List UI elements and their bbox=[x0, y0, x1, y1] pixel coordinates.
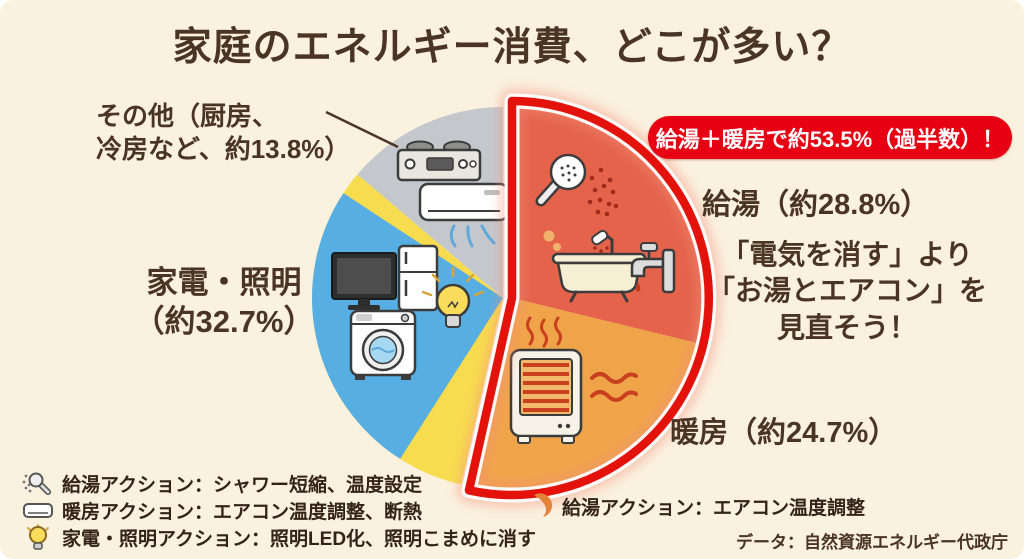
fridge-icon bbox=[397, 244, 439, 312]
page-title: 家庭のエネルギー消費、どこが多い？ bbox=[172, 26, 852, 69]
action-text: 家電・照明アクション：照明LED化、照明こまめに消す bbox=[62, 529, 537, 550]
label-heating: 暖房（約24.7%） bbox=[670, 417, 898, 449]
highlight-badge: 給湯＋暖房で約53.5%（過半数）！ bbox=[648, 116, 1012, 159]
bathtub-icon bbox=[543, 229, 647, 303]
label-other-line2: 冷房など、約13.8%） bbox=[96, 134, 351, 165]
faucet-icon bbox=[630, 242, 676, 294]
label-hot-water: 給湯（約28.8%） bbox=[702, 189, 930, 221]
action-text: 給湯アクション：シャワー短縮、温度設定 bbox=[62, 475, 423, 496]
tv-icon bbox=[331, 252, 397, 310]
heater-icon bbox=[509, 316, 638, 444]
key-message-line2: 「お湯とエアコン」を bbox=[706, 275, 987, 307]
action-list: 給湯アクション：シャワー短縮、温度設定 暖房アクション：エアコン温度調整、断熱 … bbox=[22, 470, 536, 551]
key-message-line3: 見直そう！ bbox=[776, 311, 917, 343]
action-row-hot-water: 給湯アクション：シャワー短縮、温度設定 bbox=[22, 470, 536, 497]
highlight-outline-group bbox=[456, 88, 722, 508]
bulb-pie-icon bbox=[421, 266, 485, 328]
label-other: その他（厨房、 冷房など、約13.8%） bbox=[96, 100, 350, 167]
shower-icon bbox=[535, 153, 619, 217]
pie-slice-暖房 bbox=[469, 298, 704, 496]
label-appliance-line1: 家電・照明 bbox=[146, 265, 302, 300]
label-appliance: 家電・照明 （約32.7%） bbox=[106, 264, 342, 342]
action-row-heating: 暖房アクション：エアコン温度調整、断熱 bbox=[22, 497, 536, 524]
action-text: 給湯アクション：エアコン温度調整 bbox=[562, 498, 866, 519]
key-message-line1: 「電気を消す」より bbox=[721, 239, 973, 270]
aircon-legend-icon bbox=[23, 503, 53, 518]
bulb-legend-icon bbox=[27, 524, 49, 550]
shower-legend-icon bbox=[22, 472, 51, 495]
highlight-outline bbox=[464, 96, 713, 500]
pie-slice-icon bbox=[534, 492, 553, 517]
label-other-line1: その他（厨房、 bbox=[96, 101, 279, 131]
action-text: 暖房アクション：エアコン温度調整、断熱 bbox=[62, 502, 423, 523]
shower-spray bbox=[587, 167, 619, 217]
other-label-connector bbox=[325, 110, 399, 149]
data-source: データ：自然資源エネルギー代政庁 bbox=[736, 533, 1008, 552]
key-message: 「電気を消す」より 「お湯とエアコン」を 見直そう！ bbox=[694, 237, 1000, 346]
washing-machine-icon bbox=[349, 309, 417, 380]
action-row-appliance: 家電・照明アクション：照明LED化、照明こまめに消す bbox=[22, 524, 536, 551]
stove-icon bbox=[396, 140, 482, 182]
label-appliance-line2: （約32.7%） bbox=[133, 303, 315, 339]
action-row-right: 給湯アクション：エアコン温度調整 bbox=[526, 492, 866, 520]
